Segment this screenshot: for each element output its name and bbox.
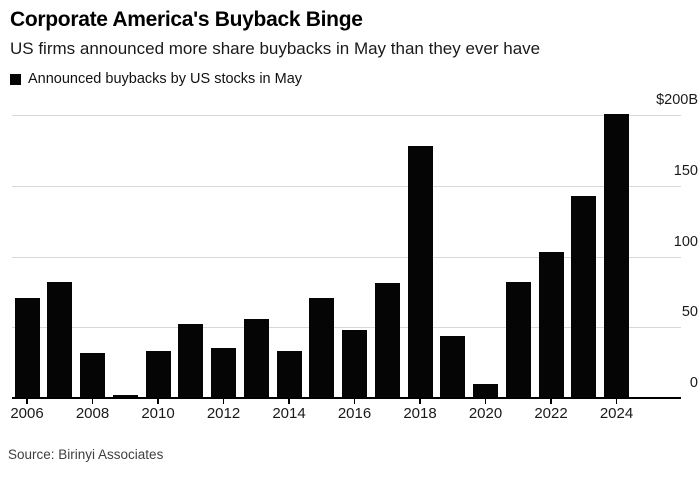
x-axis-label-2008: 2008 [75,405,110,422]
y-axis-label-200: $200B [656,92,698,108]
bar-2010 [145,351,171,398]
x-tick-2022 [550,399,552,404]
x-axis-line [12,397,681,399]
bar-2017 [374,283,400,398]
bar-2007 [47,282,73,398]
y-axis-label-50: 50 [681,304,698,321]
bar-2022 [538,252,564,398]
bar-2018 [407,146,433,398]
x-tick-2012 [222,399,225,404]
x-axis-label-2020: 2020 [468,405,503,422]
bar-2021 [505,282,531,398]
y-axis-label-0: 0 [689,375,698,391]
x-axis-label-2010: 2010 [141,405,175,422]
bar-2009 [112,395,138,398]
x-axis-label-2018: 2018 [403,405,437,422]
y-axis-label-150: 150 [673,162,698,179]
bar-2024 [604,114,629,398]
x-tick-2020 [484,399,487,404]
bar-2011 [178,324,204,398]
bar-2012 [211,348,236,398]
x-axis-label-2012: 2012 [206,405,241,422]
bar-2015 [309,298,335,398]
bar-2023 [571,196,597,398]
bar-2006 [14,298,40,398]
x-tick-2008 [91,399,94,404]
y-axis-label-100: 100 [673,233,698,250]
x-axis-label-2016: 2016 [337,405,372,422]
x-tick-2010 [157,399,159,404]
bar-2014 [276,351,302,398]
gridline-50 [12,327,681,329]
gridline-150 [12,185,681,187]
chart-subtitle: US firms announced more share buybacks i… [10,39,541,58]
x-tick-2014 [288,399,290,404]
bar-2020 [473,384,498,398]
x-axis-label-2006: 2006 [10,405,44,422]
x-tick-2018 [419,399,421,404]
x-axis-label-2022: 2022 [534,405,568,422]
legend-swatch-icon [10,73,21,85]
legend: Announced buybacks by US stocks in May [10,71,302,87]
bar-2019 [440,336,466,398]
bar-2016 [342,330,367,398]
x-axis-label-2024: 2024 [599,405,634,422]
source-text: Source: Birinyi Associates [8,447,164,462]
x-axis-label-2014: 2014 [272,405,306,422]
gridline-200 [12,115,681,116]
bar-2008 [80,353,105,398]
bar-2013 [243,319,269,398]
x-tick-2024 [615,399,618,404]
x-tick-2016 [353,399,356,404]
chart-title: Corporate America's Buyback Binge [10,8,363,31]
gridline-100 [12,256,681,258]
x-tick-2006 [26,399,28,404]
legend-label: Announced buybacks by US stocks in May [28,71,303,87]
